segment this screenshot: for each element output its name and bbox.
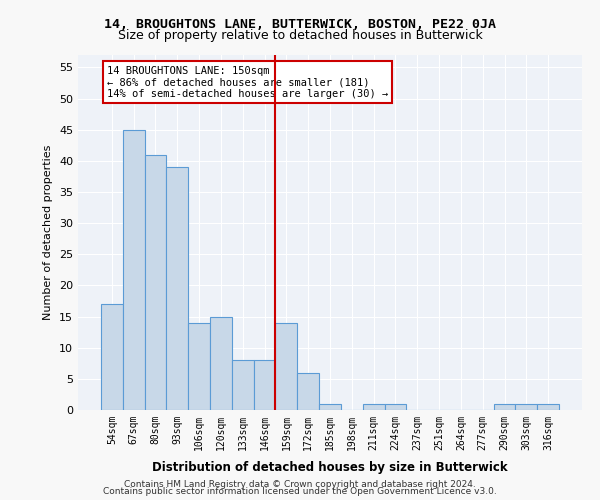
Bar <box>254 360 275 410</box>
Bar <box>363 404 385 410</box>
Text: 14, BROUGHTONS LANE, BUTTERWICK, BOSTON, PE22 0JA: 14, BROUGHTONS LANE, BUTTERWICK, BOSTON,… <box>104 18 496 30</box>
Bar <box>101 304 123 410</box>
Bar <box>166 167 188 410</box>
Bar <box>319 404 341 410</box>
Bar <box>515 404 537 410</box>
Bar <box>145 154 166 410</box>
Bar <box>494 404 515 410</box>
Text: Contains public sector information licensed under the Open Government Licence v3: Contains public sector information licen… <box>103 488 497 496</box>
Bar <box>297 372 319 410</box>
Y-axis label: Number of detached properties: Number of detached properties <box>43 145 53 320</box>
Bar <box>210 316 232 410</box>
X-axis label: Distribution of detached houses by size in Butterwick: Distribution of detached houses by size … <box>152 461 508 474</box>
Bar <box>275 323 297 410</box>
Bar <box>232 360 254 410</box>
Text: 14 BROUGHTONS LANE: 150sqm
← 86% of detached houses are smaller (181)
14% of sem: 14 BROUGHTONS LANE: 150sqm ← 86% of deta… <box>107 66 388 99</box>
Bar <box>537 404 559 410</box>
Text: Contains HM Land Registry data © Crown copyright and database right 2024.: Contains HM Land Registry data © Crown c… <box>124 480 476 489</box>
Text: Size of property relative to detached houses in Butterwick: Size of property relative to detached ho… <box>118 29 482 42</box>
Bar <box>123 130 145 410</box>
Bar <box>385 404 406 410</box>
Bar <box>188 323 210 410</box>
